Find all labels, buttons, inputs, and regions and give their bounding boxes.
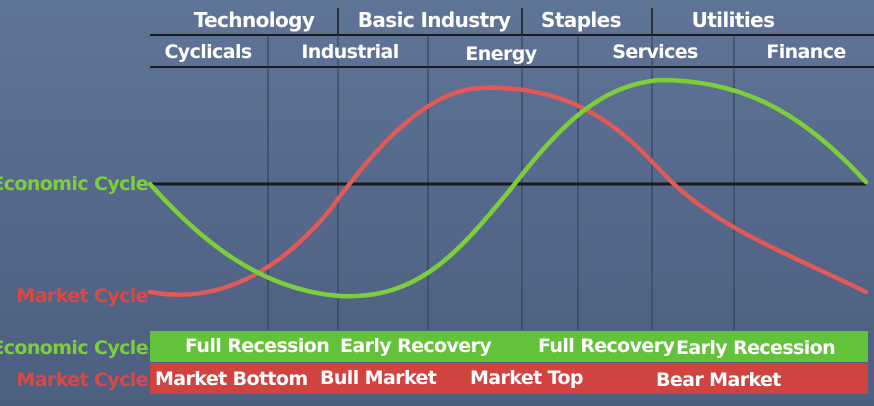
- phase-market-bottom: Market Bottom: [155, 368, 308, 390]
- sector-label-energy: Energy: [465, 43, 537, 65]
- phase-early-recovery: Early Recovery: [340, 335, 492, 357]
- economic-cycle-curve-label: Economic Cycle: [0, 173, 148, 195]
- market-cycle-curve: [147, 85, 869, 297]
- sector-label-utilities: Utilities: [692, 8, 775, 32]
- market-band-label: Market Cycle: [16, 369, 148, 391]
- phase-early-recession: Early Recession: [676, 337, 835, 359]
- phase-full-recession: Full Recession: [185, 335, 329, 357]
- phase-bull-market: Bull Market: [320, 367, 437, 389]
- sector-label-basic-industry: Basic Industry: [358, 8, 511, 32]
- phase-bear-market: Bear Market: [656, 369, 781, 391]
- phase-market-top: Market Top: [470, 367, 583, 389]
- economic-phase-band: [150, 331, 868, 362]
- sector-label-industrial: Industrial: [301, 41, 398, 63]
- sector-label-cyclicals: Cyclicals: [164, 41, 251, 63]
- phase-full-recovery: Full Recovery: [538, 335, 675, 357]
- market-phase-band: [150, 363, 868, 394]
- market-cycle-curve-label: Market Cycle: [16, 285, 148, 307]
- economic-cycle-curve: [147, 77, 869, 299]
- sector-label-staples: Staples: [541, 8, 621, 32]
- economic-band-label: Economic Cycle: [0, 337, 148, 359]
- sector-label-services: Services: [612, 41, 698, 63]
- sector-label-finance: Finance: [766, 41, 845, 63]
- sector-label-technology: Technology: [194, 8, 315, 32]
